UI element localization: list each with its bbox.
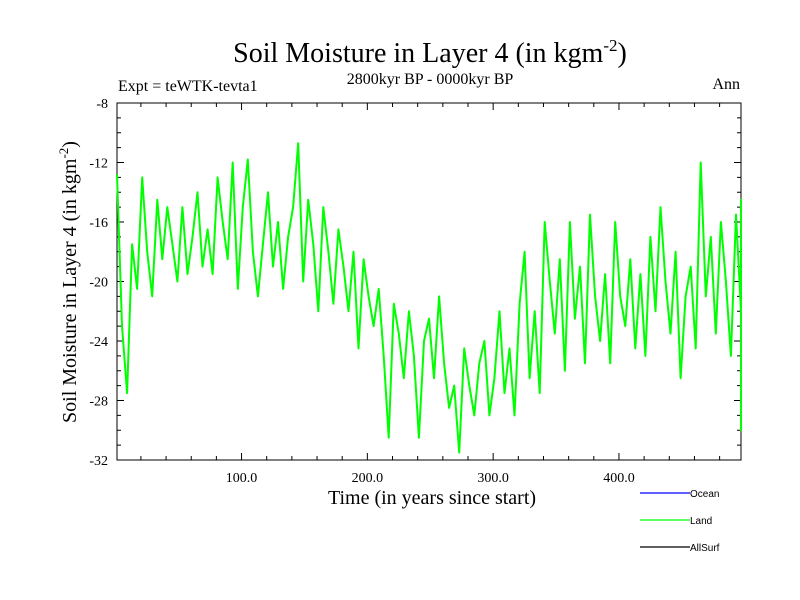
y-axis-label-main: Soil Moisture in Layer 4 (in kgm <box>59 158 81 423</box>
y-axis-label-close: ) <box>59 141 81 148</box>
legend: Ocean Land AllSurf <box>640 489 720 554</box>
chart-subtitle: 2800kyr BP - 0000kyr BP <box>347 71 514 88</box>
x-axis: 100.0 200.0 300.0 400.0 <box>140 103 721 486</box>
chart-title-sup: -2 <box>603 36 617 55</box>
y-tick-label: -20 <box>89 276 108 291</box>
y-axis: -8 -12 -16 -20 -24 -28 -32 <box>89 97 741 469</box>
legend-label-land: Land <box>690 516 712 527</box>
series-line-land <box>116 142 742 454</box>
y-tick-label: -24 <box>89 335 108 350</box>
chart-title-close: ) <box>618 38 627 69</box>
x-tick-label: 200.0 <box>352 471 384 486</box>
experiment-note: Expt = teWTK-tevta1 <box>118 78 258 95</box>
y-tick-label: -12 <box>89 157 108 172</box>
chart-title-main: Soil Moisture in Layer 4 (in kgm <box>233 38 603 69</box>
y-tick-label: -28 <box>89 395 108 410</box>
x-tick-label: 300.0 <box>477 471 509 486</box>
y-tick-label: -16 <box>89 216 108 231</box>
x-tick-label: 400.0 <box>603 471 635 486</box>
legend-label-ocean: Ocean <box>690 489 719 500</box>
plot-frame <box>116 102 742 461</box>
legend-label-allsurf: AllSurf <box>690 543 720 554</box>
y-tick-label: -32 <box>89 454 108 469</box>
y-tick-label: -8 <box>96 97 108 112</box>
y-axis-label: Soil Moisture in Layer 4 (in kgm-2) <box>56 141 81 423</box>
x-axis-label: Time (in years since start) <box>328 487 536 509</box>
x-tick-label: 100.0 <box>226 471 258 486</box>
chart-title: Soil Moisture in Layer 4 (in kgm-2) <box>233 36 627 69</box>
season-note: Ann <box>712 76 740 93</box>
y-axis-label-sup: -2 <box>56 148 71 159</box>
